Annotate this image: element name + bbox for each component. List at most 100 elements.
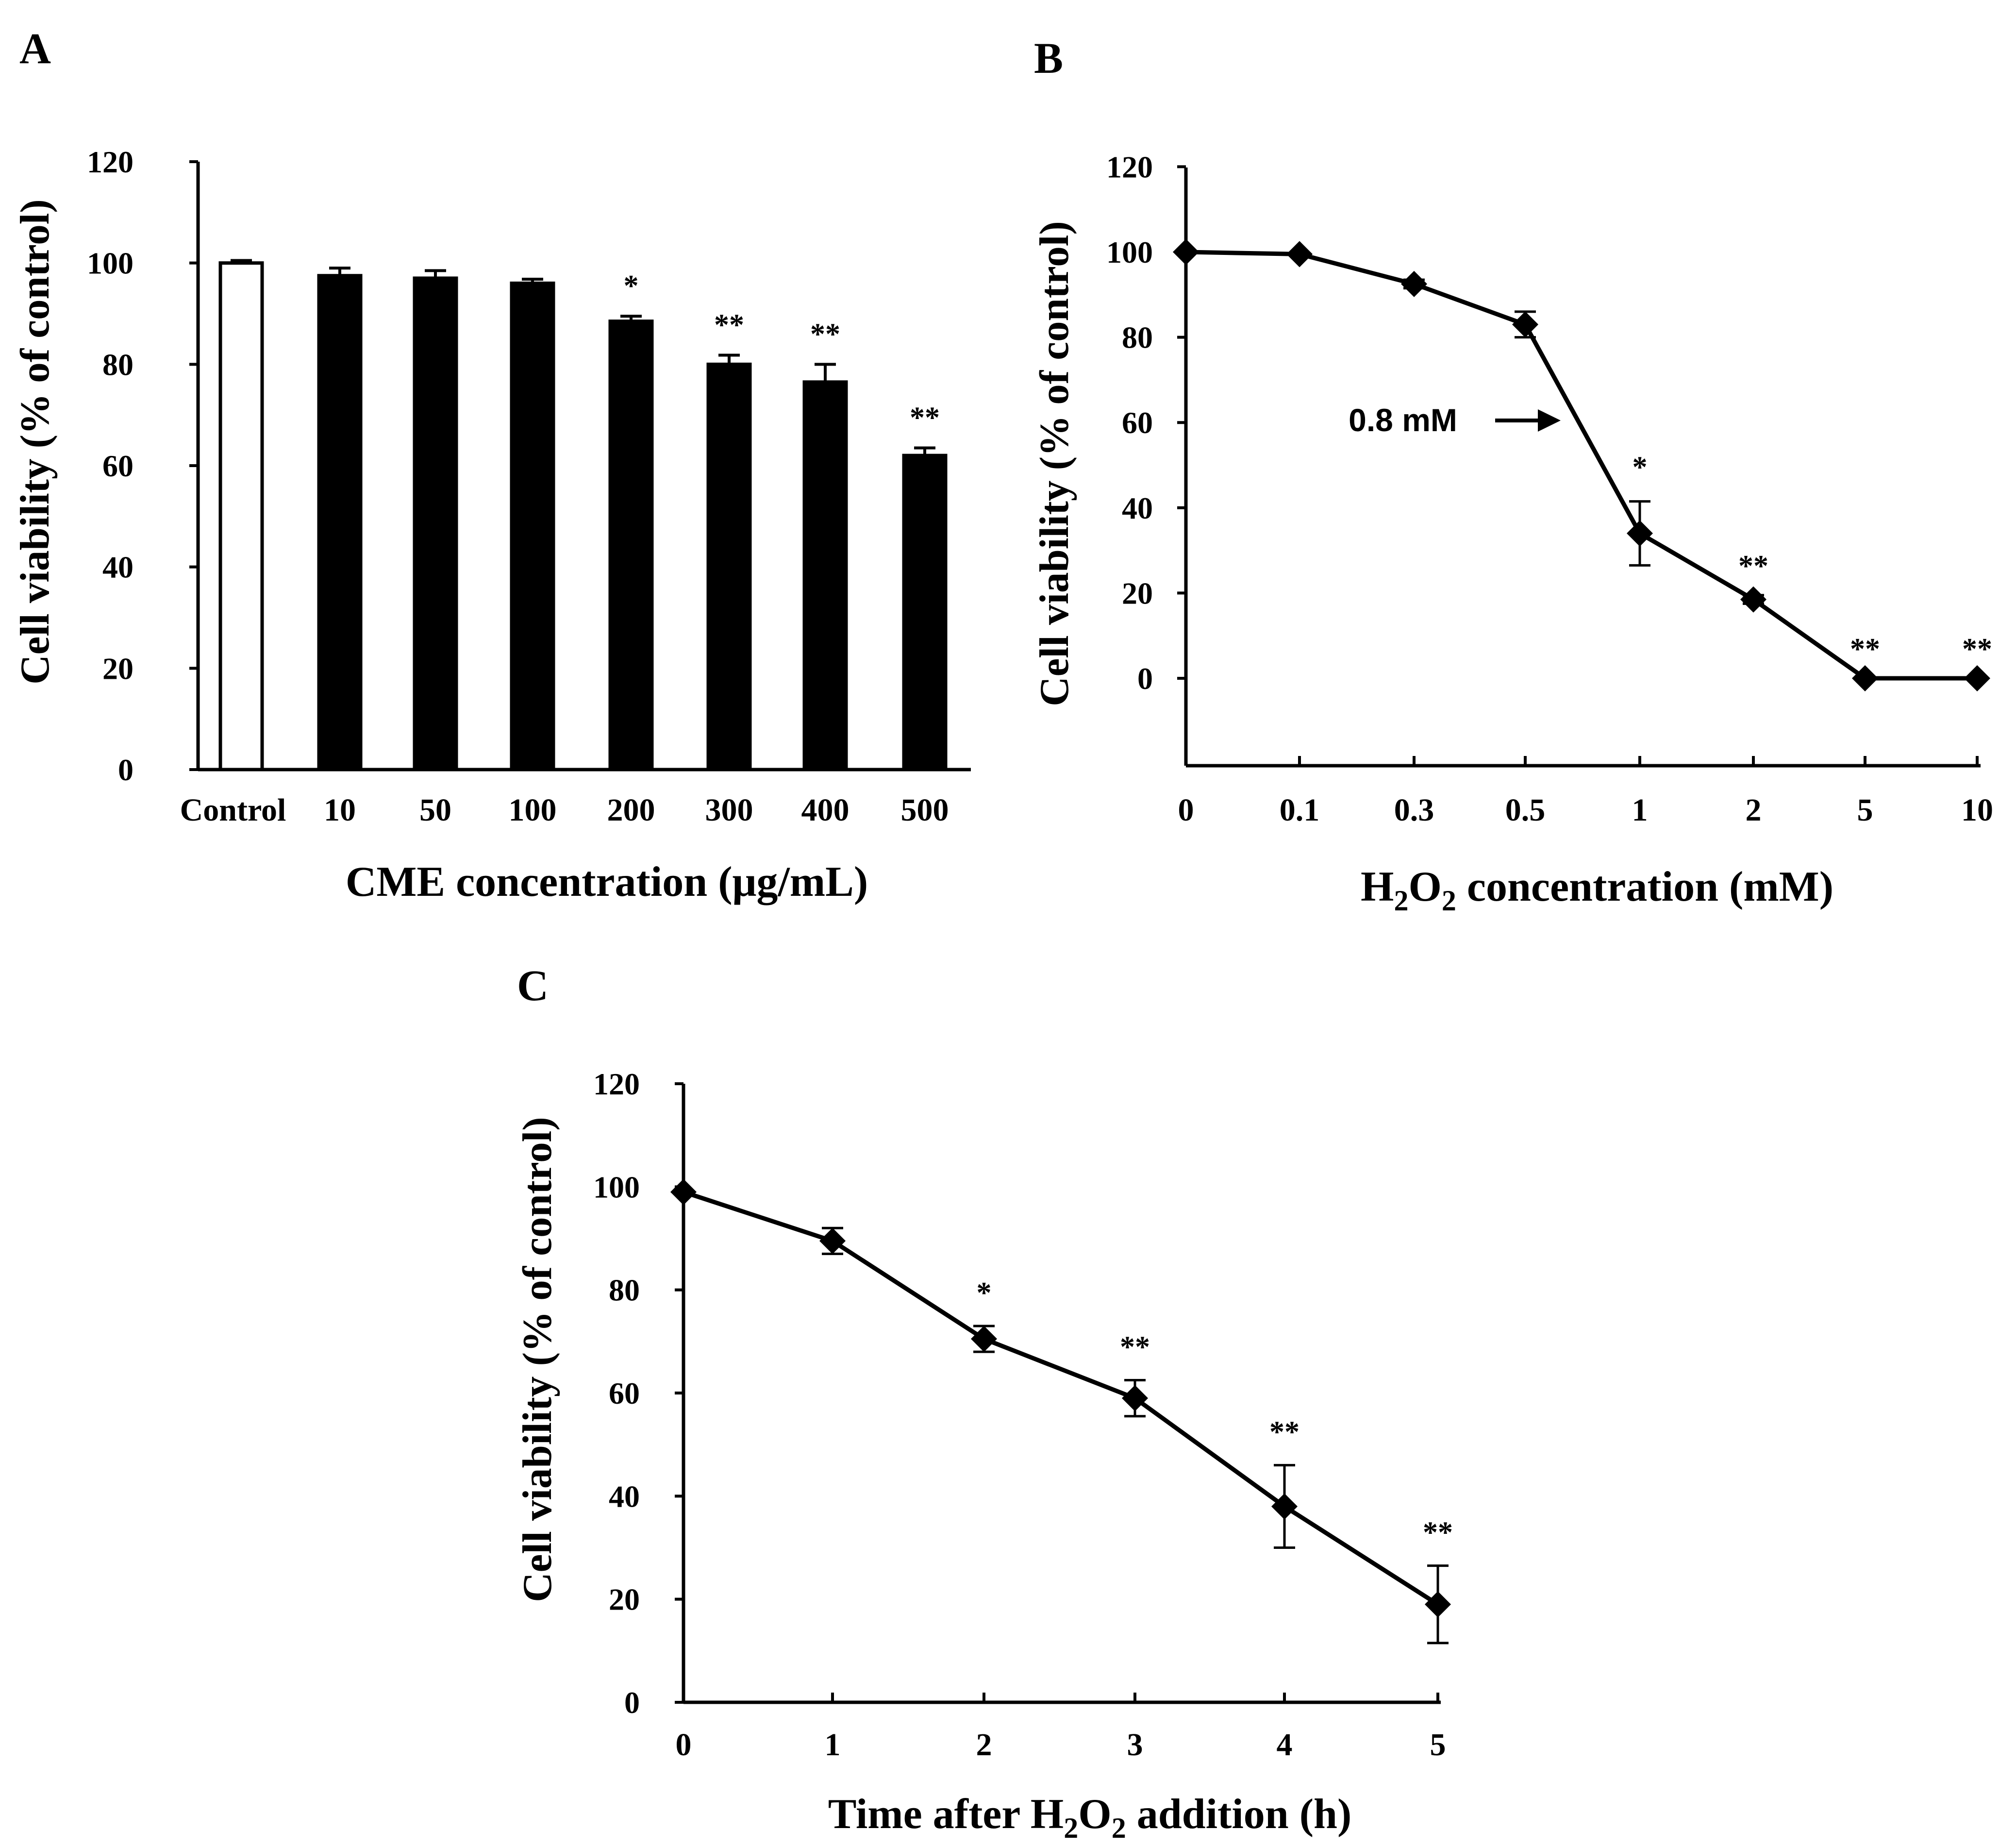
panel-a-bar <box>317 274 363 772</box>
panel-c-x-tick-label: 1 <box>825 1727 841 1763</box>
panel-b-y-tick-label: 20 <box>1122 576 1153 610</box>
panel-c-point <box>1425 1591 1451 1618</box>
panel-c-point <box>1122 1385 1148 1411</box>
panel-a-y-tick-label: 60 <box>102 449 133 483</box>
panel-b-x-tick-label: 10 <box>1961 792 1993 828</box>
panel-b-y-tick-label: 120 <box>1106 150 1153 184</box>
panel-a-bar <box>218 261 264 772</box>
panel-b-significance: ** <box>1962 633 1992 666</box>
panel-a-bar <box>510 281 555 772</box>
panel-b-x-tick-label: 2 <box>1746 792 1762 828</box>
panel-c-y-tick-label: 40 <box>609 1479 640 1513</box>
panel-b-annotation-arrow-head <box>1538 409 1561 432</box>
panel-a-y-axis-title: Cell viability (% of control) <box>12 199 58 684</box>
panel-c-significance: * <box>977 1276 992 1310</box>
panel-c-x-tick-label: 4 <box>1277 1727 1293 1763</box>
panel-b-significance: * <box>1633 451 1648 484</box>
panel-a-bar <box>706 362 752 772</box>
panel-b-point <box>1401 270 1427 297</box>
panel-b-x-tick-label: 1 <box>1632 792 1648 828</box>
panel-b-y-tick-label: 40 <box>1122 491 1153 525</box>
panel-b-y-axis-title: Cell viability (% of control) <box>1032 221 1077 706</box>
panel-b-x-tick-label: 5 <box>1857 792 1873 828</box>
panel-a-plot: 0 20 40 60 80 100 120 Control 10 50 100 * 200 ** 300 **… <box>87 145 971 828</box>
panel-b-point <box>1173 239 1199 265</box>
panel-a-bar <box>802 380 848 772</box>
panel-c-y-tick-label: 60 <box>609 1376 640 1410</box>
panel-label-c: C <box>517 962 549 1010</box>
panel-b-series-line <box>1185 250 1977 681</box>
panel-c-x-tick-label: 2 <box>976 1727 992 1763</box>
panel-a-x-tick-label: 200 <box>607 792 655 828</box>
panel-c-point <box>971 1326 997 1352</box>
panel-c-y-axis-title: Cell viability (% of control) <box>515 1117 560 1602</box>
panel-b-point <box>1740 586 1766 613</box>
panel-b-y-tick-label: 60 <box>1122 405 1153 440</box>
panel-b-point <box>1852 665 1878 691</box>
panel-c-y-tick-label: 120 <box>593 1067 640 1101</box>
panel-a-significance: ** <box>714 309 744 342</box>
panel-a-x-tick-label: 10 <box>324 792 356 828</box>
panel-b-x-tick-label: 0 <box>1178 792 1194 828</box>
panel-c-significance: ** <box>1120 1330 1150 1363</box>
panel-c-y-tick-label: 80 <box>609 1273 640 1308</box>
panel-b: B Cell viability (% of control) H2O2 con… <box>1032 34 1993 917</box>
panel-a-bar <box>902 453 948 772</box>
panel-a-x-tick-label: 50 <box>419 792 451 828</box>
panel-c-significance: ** <box>1269 1416 1300 1449</box>
panel-b-y-tick-label: 80 <box>1122 320 1153 355</box>
panel-a-significance: * <box>624 269 639 302</box>
panel-b-annotation-label: 0.8 mM <box>1349 402 1457 438</box>
panel-c: C Cell viability (% of control) Time aft… <box>515 962 1453 1844</box>
panel-a-x-tick-label: Control <box>180 792 286 828</box>
panel-a-y-tick-label: 0 <box>118 753 133 787</box>
panel-c-y-tick-label: 0 <box>624 1685 640 1720</box>
panel-b-point <box>1512 311 1538 338</box>
panel-a-significance: ** <box>910 401 940 434</box>
panel-c-y-axis-label: Cell viability (% of control) <box>515 1117 560 1602</box>
panel-a-significance: ** <box>810 318 840 351</box>
panel-c-point <box>1271 1493 1298 1520</box>
panel-c-series-line <box>683 1190 1439 1607</box>
panel-a-x-tick-label: 300 <box>705 792 753 828</box>
panel-a-bar <box>608 319 654 772</box>
panel-a-y-axis-label: Cell viability (% of control) <box>12 199 58 684</box>
panel-a-y-tick-label: 40 <box>102 550 133 585</box>
panel-a-x-tick-label: 100 <box>509 792 557 828</box>
panel-a-y-tick-label: 20 <box>102 651 133 686</box>
panel-a-x-tick-label: 500 <box>901 792 949 828</box>
panel-a: A Cell viability (% of control) CME conc… <box>12 25 971 906</box>
panel-b-significance: ** <box>1738 550 1768 583</box>
panel-c-y-tick-label: 100 <box>593 1170 640 1204</box>
panel-c-y-tick-label: 20 <box>609 1582 640 1617</box>
panel-c-significance: ** <box>1423 1516 1453 1549</box>
panel-c-x-tick-label: 5 <box>1430 1727 1446 1763</box>
panel-c-point <box>670 1178 697 1205</box>
panel-a-y-tick-label: 100 <box>87 246 133 281</box>
panel-c-x-axis-label: Time after H2O2 addition (h) <box>828 1791 1352 1844</box>
panel-b-y-tick-label: 100 <box>1106 235 1153 269</box>
panel-a-y-tick-label: 120 <box>87 145 133 179</box>
panel-b-significance: ** <box>1850 633 1880 666</box>
panel-a-x-tick-label: 400 <box>801 792 850 828</box>
panel-a-x-axis-label: CME concentration (μg/mL) <box>346 858 868 906</box>
panel-b-x-tick-label: 0.1 <box>1280 792 1320 828</box>
panel-b-point <box>1286 241 1313 268</box>
panel-c-x-tick-label: 0 <box>676 1727 692 1763</box>
panel-b-y-tick-label: 0 <box>1137 661 1153 696</box>
panel-a-y-tick-label: 80 <box>102 347 133 382</box>
panel-b-x-axis-label: H2O2 concentration (mM) <box>1361 863 1833 917</box>
panel-c-x-tick-label: 3 <box>1127 1727 1143 1763</box>
panel-label-b: B <box>1034 34 1063 83</box>
panel-b-point <box>1964 665 1990 691</box>
panel-b-x-tick-label: 0.3 <box>1394 792 1434 828</box>
panel-b-x-tick-label: 0.5 <box>1505 792 1546 828</box>
panel-b-point <box>1627 520 1653 547</box>
panel-label-a: A <box>19 25 51 73</box>
panel-b-y-axis-label: Cell viability (% of control) <box>1032 221 1077 706</box>
panel-a-bar <box>413 276 458 772</box>
panel-c-point <box>819 1227 846 1254</box>
